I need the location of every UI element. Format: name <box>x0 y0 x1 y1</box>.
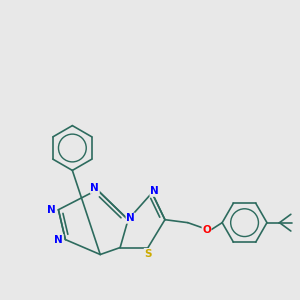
Text: N: N <box>47 205 56 215</box>
Text: S: S <box>144 248 152 259</box>
Text: N: N <box>150 186 159 196</box>
Text: N: N <box>91 183 99 193</box>
Text: N: N <box>126 213 135 223</box>
Text: O: O <box>202 225 211 235</box>
Text: N: N <box>54 235 63 244</box>
